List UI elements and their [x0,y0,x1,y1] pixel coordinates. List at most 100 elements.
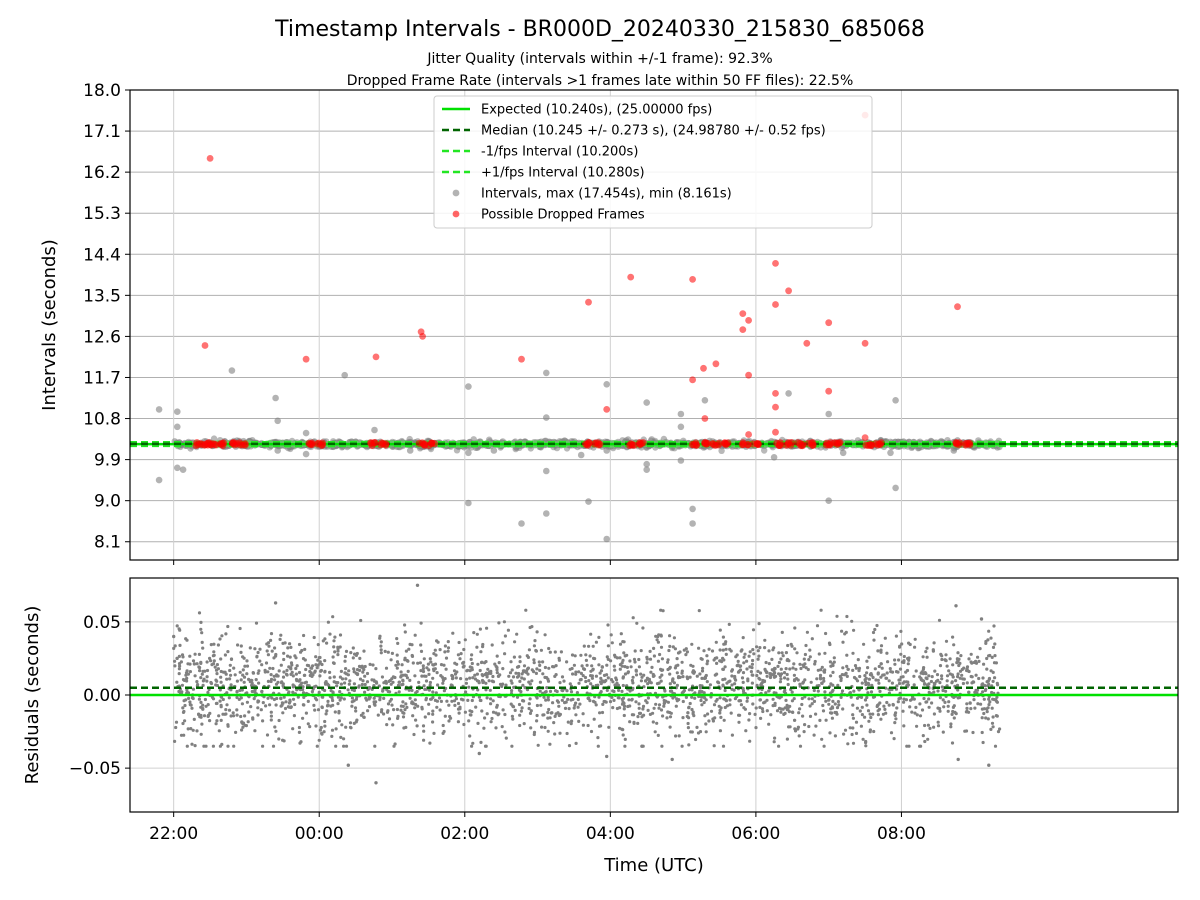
residual-point [302,695,306,700]
residual-point [507,674,511,678]
residual-point [192,662,196,666]
residual-point [556,711,560,715]
residual-point [639,649,643,653]
residual-point [754,706,758,710]
residual-point [250,678,254,683]
residual-point [633,660,637,664]
residual-point [382,681,386,685]
residual-point [256,650,260,655]
residual-point [625,665,630,670]
residual-point [658,675,662,679]
residual-point [927,705,931,709]
residual-point [443,644,447,648]
dropped-frame-point [772,403,779,411]
residual-point [301,716,305,720]
residual-point [672,681,677,685]
residual-point [880,666,884,670]
residual-point [285,673,289,677]
residual-point [447,719,451,723]
residual-point [433,662,438,666]
residual-point [841,707,845,711]
residual-point [877,664,881,669]
residual-point [177,654,181,659]
residual-point [350,696,354,700]
residual-point [469,657,473,662]
residual-point [841,666,845,670]
residual-point [401,682,405,687]
interval-point [718,447,725,454]
residual-point [611,706,615,710]
dropped-frame-point [825,387,833,395]
residual-point [183,703,187,708]
residual-point [491,710,496,714]
residual-point [512,655,517,659]
residual-point [816,668,820,672]
residual-point [260,663,264,667]
interval-point [761,447,768,454]
residual-point [947,700,951,704]
interval-point [643,460,650,468]
residual-point [344,725,348,729]
residual-point [388,678,392,683]
residual-point [839,695,843,700]
residual-point [786,682,790,687]
residual-point [718,659,722,663]
residual-point [195,680,199,684]
residual-point [648,649,652,654]
residual-point [222,670,226,674]
residual-point [574,713,578,717]
residual-point [181,678,186,682]
residual-point [869,690,874,694]
residual-point [991,725,995,729]
residual-point [288,642,292,646]
residual-point [795,651,799,655]
residual-point [319,725,323,730]
residual-point [941,688,945,693]
residual-point [822,744,826,748]
residual-point [922,696,926,701]
residual-point [414,718,418,722]
residual-point [759,716,763,721]
residual-point [274,652,278,657]
residual-point [792,662,796,666]
residual-point [912,674,916,678]
residual-point [682,648,686,652]
residual-point [672,636,677,640]
residual-point [972,680,976,684]
residual-point [449,683,453,687]
y-tick-label: 15.3 [83,204,121,224]
residual-point [443,650,447,654]
residual-point [257,681,261,685]
residual-point [431,720,435,724]
residual-point [470,653,474,657]
residual-point [545,676,549,680]
residual-point [991,679,995,684]
residual-point [477,695,481,699]
residual-point [697,646,701,650]
residual-point [694,737,698,742]
residual-point [546,679,551,683]
residual-point [304,711,308,715]
residual-point [899,652,903,656]
residual-point [295,688,299,692]
residual-point [977,676,981,681]
interval-point [371,426,378,434]
residual-point [240,720,244,725]
residual-point [876,672,880,676]
residual-point [306,699,310,704]
residual-point [944,639,949,643]
residual-point [675,697,679,701]
residual-point [570,653,575,657]
residual-point [497,661,501,665]
residual-point [311,664,315,668]
residual-point [188,662,192,666]
residual-point [538,680,543,684]
residual-point [199,713,203,718]
residual-point [623,737,627,742]
residual-point [866,681,870,685]
residual-point [317,738,321,742]
residual-point [476,662,480,666]
residual-point [921,734,925,738]
residual-point [438,708,442,712]
residual-point [209,643,213,647]
